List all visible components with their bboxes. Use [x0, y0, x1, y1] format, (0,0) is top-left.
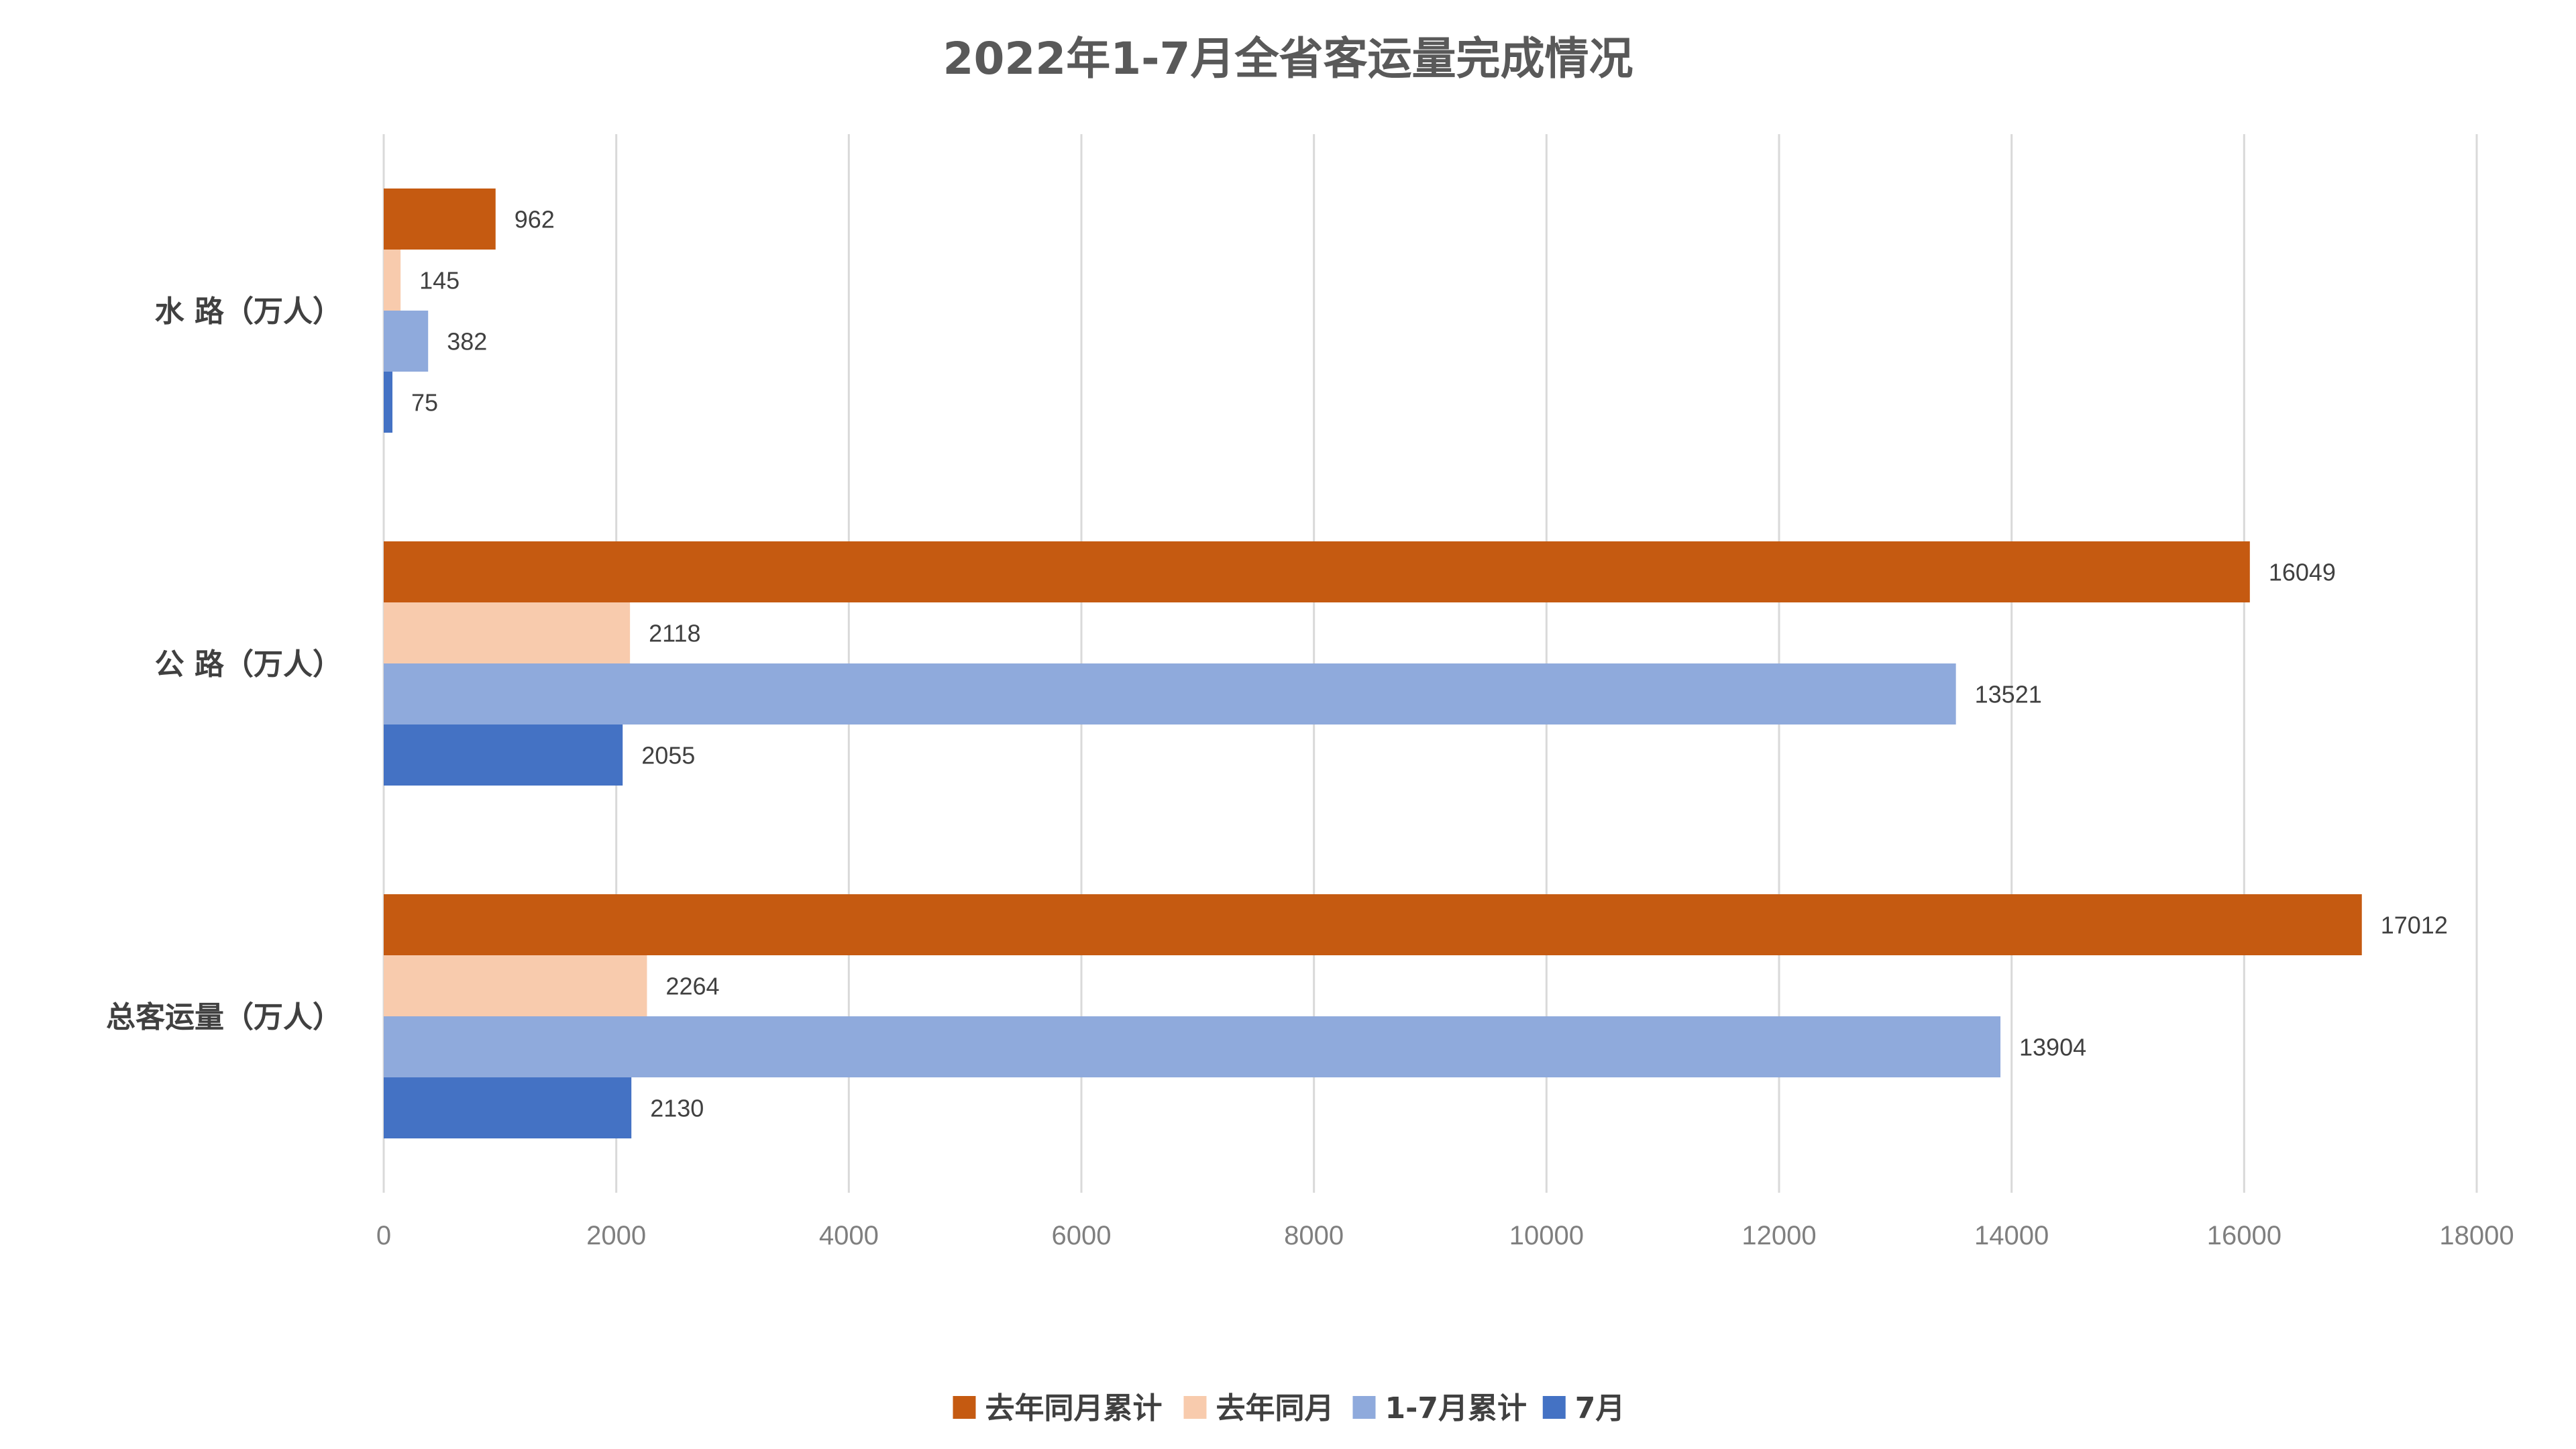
legend-item: 去年同月	[1183, 1391, 1334, 1426]
x-tick-labels: 0 2000 4000 6000 8000 10000 12000 14000 16000 180…	[376, 1221, 2514, 1250]
x-tick-label: 8000	[1284, 1221, 1344, 1250]
x-tick-label: 0	[376, 1221, 391, 1250]
legend: 去年同月累计 去年同月 1-7月累计 7月	[953, 1391, 1625, 1426]
x-tick-label: 6000	[1052, 1221, 1112, 1250]
data-label: 2055	[641, 742, 695, 769]
legend-swatch	[953, 1396, 976, 1419]
data-label: 145	[419, 267, 460, 294]
bar	[384, 724, 623, 786]
legend-swatch	[1542, 1396, 1566, 1419]
x-tick-label: 12000	[1741, 1221, 1816, 1250]
legend-label: 去年同月累计	[985, 1391, 1162, 1426]
legend-item: 7月	[1542, 1391, 1625, 1426]
x-tick-label: 14000	[1974, 1221, 2049, 1250]
data-label: 962	[515, 206, 555, 233]
bar	[384, 955, 647, 1016]
bar	[384, 189, 496, 250]
data-labels: 962 145 382 75 16049 2118 13521 2055 17012 2264 13…	[411, 206, 2448, 1122]
x-tick-label: 18000	[2439, 1221, 2514, 1250]
data-label: 13904	[2019, 1034, 2086, 1061]
data-label: 13521	[1975, 681, 2042, 708]
data-label: 17012	[2381, 912, 2448, 939]
data-label: 75	[411, 389, 438, 417]
bar	[384, 663, 1956, 724]
category-labels: 水 路（万人） 公 路（万人） 总客运量（万人）	[106, 294, 342, 1034]
legend-swatch	[1352, 1396, 1376, 1419]
category-label: 总客运量（万人）	[106, 1000, 342, 1034]
bar	[384, 372, 392, 433]
category-label: 水 路（万人）	[155, 294, 342, 329]
category-label: 公 路（万人）	[155, 647, 342, 682]
x-tick-label: 16000	[2207, 1221, 2282, 1250]
bar	[384, 541, 2250, 602]
legend-swatch	[1183, 1396, 1207, 1419]
data-label: 16049	[2269, 559, 2336, 586]
legend-label: 去年同月	[1216, 1391, 1334, 1426]
bar	[384, 1077, 632, 1138]
data-label: 2264	[665, 973, 719, 1000]
bar	[384, 1016, 2001, 1077]
bar	[384, 602, 631, 663]
legend-label: 7月	[1575, 1391, 1625, 1426]
bars	[384, 189, 2362, 1138]
chart-title: 2022年1-7月全省客运量完成情况	[943, 33, 1633, 85]
legend-item: 去年同月累计	[953, 1391, 1162, 1426]
bar	[384, 894, 2362, 955]
legend-item: 1-7月累计	[1352, 1391, 1527, 1426]
data-label: 2118	[649, 620, 700, 647]
data-label: 2130	[650, 1095, 704, 1122]
x-tick-label: 4000	[819, 1221, 879, 1250]
legend-label: 1-7月累计	[1385, 1391, 1527, 1426]
data-label: 382	[447, 328, 487, 356]
bar	[384, 311, 429, 372]
x-tick-label: 2000	[586, 1221, 646, 1250]
x-tick-label: 10000	[1509, 1221, 1584, 1250]
bar	[384, 250, 401, 311]
